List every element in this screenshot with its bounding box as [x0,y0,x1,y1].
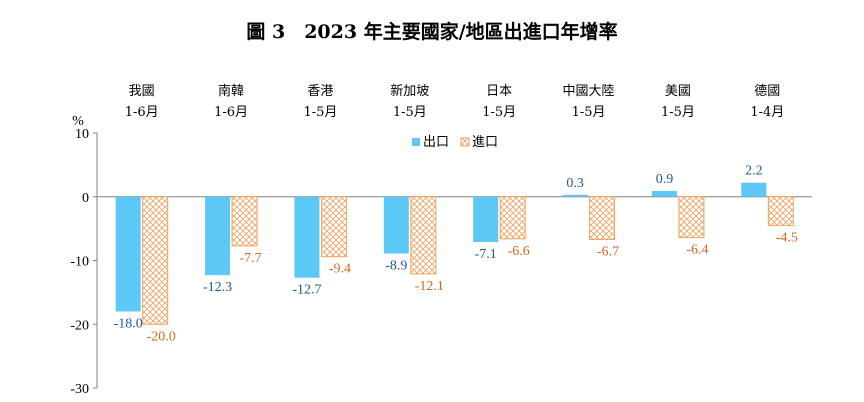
category-name: 香港 [307,84,333,99]
category-name: 我國 [129,84,155,99]
category-period: 1-5月 [303,105,337,120]
bar-export [741,182,767,197]
bar-import [767,196,794,226]
bar-export [115,196,141,312]
y-tick-label: -30 [70,382,89,397]
data-label-export: -8.9 [385,258,407,273]
data-label-import: -4.5 [776,230,798,245]
legend-swatch-import [460,137,470,147]
bar-import [678,196,705,239]
data-label-export: 2.2 [745,164,763,179]
category-period: 1-5月 [393,105,427,120]
bar-import [320,196,347,258]
chart-title: 圖 3 2023 年主要國家/地區出進口年增率 [246,20,617,43]
data-label-import: -12.1 [415,279,444,294]
data-label-import: -9.4 [329,262,351,277]
data-label-import: -7.7 [239,251,261,266]
data-label-export: 0.9 [656,172,674,187]
category-period: 1-5月 [572,105,606,120]
data-label-import: -20.0 [147,329,176,344]
data-label-import: -6.4 [686,243,708,258]
category-name: 中國大陸 [563,83,615,99]
y-tick-label: 10 [75,127,89,142]
bar-import [499,196,526,240]
bar-export [383,196,409,254]
legend-swatch-export [412,138,420,146]
category-name: 新加坡 [390,83,429,99]
category-period: 1-6月 [214,105,248,120]
data-label-import: -6.6 [508,244,530,259]
category-name: 美國 [665,84,691,99]
bar-export [651,191,677,197]
data-label-export: -18.0 [114,317,143,332]
data-label-export: 0.3 [566,176,584,191]
category-name: 南韓 [218,83,244,99]
bar-import [231,196,258,247]
y-tick-label: 0 [82,191,89,206]
category-period: 1-5月 [661,105,695,120]
bar-export [562,194,588,197]
data-label-export: -12.3 [203,280,232,295]
y-tick-label: -20 [70,318,89,333]
category-name: 日本 [486,84,512,99]
category-period: 1-5月 [482,105,516,120]
category-name: 德國 [754,84,780,99]
legend-label-import: 進口 [472,135,498,150]
data-label-export: -7.1 [475,247,497,262]
bar-export [294,196,320,278]
y-tick-label: -10 [70,255,89,270]
category-period: 1-6月 [125,105,159,120]
legend-label-export: 出口 [423,135,449,150]
bar-export [205,196,231,276]
y-axis-unit: % [72,114,84,129]
data-label-import: -6.7 [597,244,619,259]
bar-import [142,196,169,325]
data-label-export: -12.7 [292,283,321,298]
category-period: 1-4月 [750,105,784,120]
bar-export [473,196,499,243]
bar-import [410,196,437,275]
bar-import [589,196,616,240]
